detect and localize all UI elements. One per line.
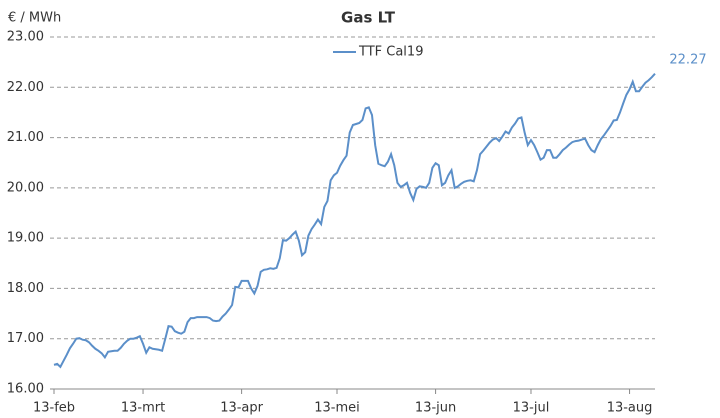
x-tick-label: 13-feb	[33, 401, 75, 416]
y-tick-label: 20.00	[7, 180, 44, 195]
x-tick-label: 13-aug	[607, 401, 653, 416]
line	[53, 73, 656, 369]
x-tick-label: 13-mei	[314, 401, 360, 416]
x-tick-label: 13-mrt	[121, 401, 165, 416]
y-tick-label: 18.00	[7, 281, 44, 296]
y-tick-label: 21.00	[7, 130, 44, 145]
x-tick-label: 13-apr	[220, 401, 263, 416]
y-tick-label: 23.00	[7, 30, 44, 45]
y-axis-label: € / MWh	[8, 11, 61, 26]
x-tick-label: 13-jul	[513, 401, 550, 416]
legend-label: TTF Cal19	[358, 45, 423, 60]
y-tick-label: 19.00	[7, 231, 44, 246]
y-tick-label: 17.00	[7, 331, 44, 346]
chart-title: Gas LT	[341, 9, 396, 27]
value-label: 22.27	[669, 53, 706, 68]
x-tick-label: 13-jun	[415, 401, 456, 416]
y-tick-label: 22.00	[7, 80, 44, 95]
y-tick-label: 16.00	[7, 382, 44, 397]
